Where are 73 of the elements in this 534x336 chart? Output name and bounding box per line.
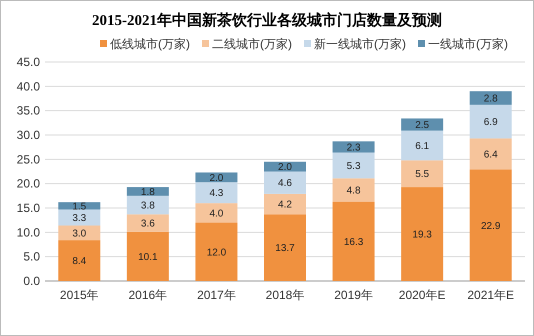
chart-title: 2015-2021年中国新茶饮行业各级城市门店数量及预测	[92, 11, 442, 29]
bar	[58, 240, 100, 281]
data-label: 2.0	[209, 172, 224, 184]
bar	[401, 118, 444, 131]
y-tick-label: 0.0	[23, 274, 40, 288]
data-label: 3.6	[140, 218, 156, 230]
y-tick-label: 30.0	[16, 128, 40, 142]
y-tick-label: 35.0	[16, 104, 40, 118]
data-label: 16.3	[344, 236, 364, 248]
bar	[401, 187, 444, 281]
data-label: 12.0	[206, 247, 227, 258]
data-label: 22.9	[480, 220, 501, 232]
data-label: 5.5	[415, 169, 430, 180]
data-label: 4.8	[346, 185, 361, 196]
bar	[332, 202, 375, 281]
data-label: 13.7	[275, 243, 296, 254]
bar	[470, 170, 512, 281]
data-label: 19.3	[412, 230, 432, 241]
y-tick-label: 5.0	[23, 250, 40, 264]
data-label: 3.0	[72, 228, 87, 240]
bar	[195, 182, 238, 204]
data-label: 10.1	[138, 252, 158, 263]
data-label: 8.4	[72, 256, 87, 268]
bar	[264, 194, 306, 214]
bar	[126, 214, 169, 232]
y-tick-label: 45.0	[16, 55, 40, 69]
legend-label: 低线城市(万家)	[110, 37, 190, 51]
legend-label: 二线城市(万家)	[212, 37, 292, 51]
x-tick-label: 2018年	[266, 288, 304, 302]
bar	[126, 187, 169, 196]
legend-label: 新一线城市(万家)	[314, 37, 406, 51]
y-tick-label: 25.0	[16, 152, 40, 166]
data-label: 2.3	[346, 142, 361, 154]
data-label: 4.0	[209, 208, 224, 220]
x-tick-label: 2021年E	[467, 288, 514, 302]
data-label: 2.0	[278, 162, 292, 174]
data-label: 4.3	[209, 188, 224, 200]
bar	[264, 172, 306, 194]
bar	[332, 178, 375, 202]
bar	[470, 91, 512, 105]
y-tick-label: 40.0	[16, 79, 40, 94]
x-tick-label: 2020年E	[398, 288, 446, 302]
x-tick-label: 2019年	[334, 288, 373, 302]
bar	[470, 138, 512, 170]
data-label: 1.8	[140, 186, 156, 198]
data-label: 2.5	[415, 120, 430, 132]
data-label: 2.8	[484, 94, 498, 105]
bar	[332, 152, 375, 178]
bar	[401, 160, 444, 188]
x-tick-label: 2015年	[60, 288, 99, 302]
bar	[401, 130, 444, 160]
bar	[58, 226, 100, 240]
legend-label: 一线城市(万家)	[428, 37, 508, 51]
y-tick-label: 15.0	[16, 201, 40, 215]
y-tick-label: 10.0	[16, 225, 40, 240]
data-label: 3.3	[72, 212, 87, 224]
bar	[58, 209, 100, 226]
data-label: 3.8	[140, 200, 156, 212]
data-label: 4.6	[278, 178, 292, 190]
x-tick-label: 2016年	[128, 288, 168, 302]
bar	[126, 232, 169, 281]
bar	[264, 214, 306, 281]
data-label: 5.3	[346, 160, 361, 172]
bar	[126, 196, 169, 214]
data-label: 4.2	[278, 200, 292, 211]
bar	[195, 203, 238, 223]
data-label: 6.4	[484, 149, 498, 160]
bar	[195, 222, 238, 281]
data-label: 6.9	[484, 117, 498, 128]
bar	[470, 104, 512, 138]
data-label: 6.1	[415, 140, 430, 152]
x-tick-label: 2017年	[197, 288, 236, 302]
y-tick-label: 20.0	[16, 176, 40, 191]
